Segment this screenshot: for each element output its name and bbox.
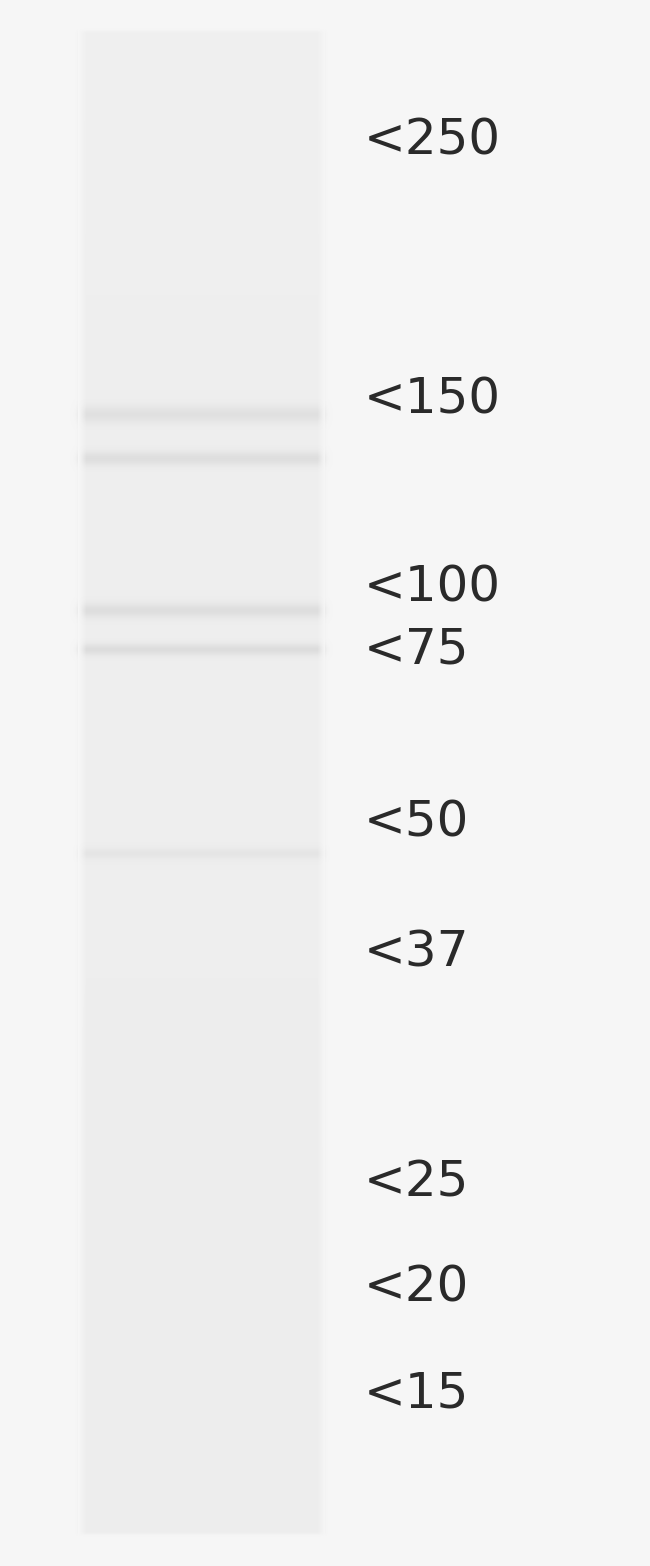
Text: <75: <75: [364, 626, 469, 673]
Text: <25: <25: [364, 1159, 469, 1206]
Text: <250: <250: [364, 117, 501, 164]
Text: <15: <15: [364, 1370, 469, 1417]
Text: <150: <150: [364, 376, 501, 423]
Text: <50: <50: [364, 799, 469, 846]
Text: <100: <100: [364, 564, 501, 611]
Text: <37: <37: [364, 929, 469, 976]
Text: <20: <20: [364, 1264, 469, 1311]
